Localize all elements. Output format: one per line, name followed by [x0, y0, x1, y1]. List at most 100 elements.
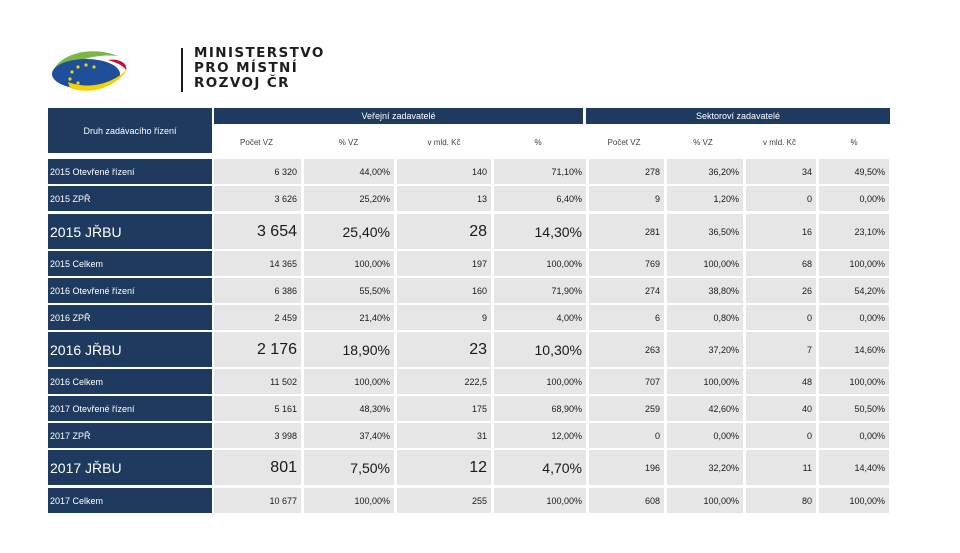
table-cell: 255 [397, 488, 491, 513]
table-cell: 0,00% [667, 423, 743, 448]
logo-star [68, 77, 72, 81]
logo-star [92, 65, 96, 69]
logo-star [76, 65, 80, 69]
table-row-label: 2017 JŘBU [48, 450, 212, 485]
table-cell: 37,40% [304, 423, 394, 448]
table-cell: 100,00% [667, 488, 743, 513]
table-cell: 3 998 [214, 423, 301, 448]
logo-blue-ellipse [52, 59, 120, 89]
table-cell: 32,20% [667, 450, 743, 485]
table-cell: 9 [589, 186, 664, 211]
table-cell: 0,00% [819, 305, 889, 330]
logo-wordmark: MINISTERSTVO PRO MÍSTNÍ ROZVOJ ČR [194, 46, 325, 91]
header-sub-sector-3: % [818, 130, 890, 154]
logo-red-swoosh [108, 59, 127, 70]
table-cell: 100,00% [494, 251, 586, 276]
table-cell: 278 [589, 159, 664, 184]
table-cell: 16 [746, 214, 816, 249]
table-cell: 31 [397, 423, 491, 448]
table-cell: 25,40% [304, 214, 394, 249]
table-cell: 23,10% [819, 214, 889, 249]
table-cell: 100,00% [304, 251, 394, 276]
table-cell: 281 [589, 214, 664, 249]
table-cell: 100,00% [304, 488, 394, 513]
table-cell: 21,40% [304, 305, 394, 330]
table-cell: 10 677 [214, 488, 301, 513]
logo-yellow-swoosh [68, 68, 128, 91]
logo-star [76, 81, 80, 85]
table-cell: 100,00% [304, 369, 394, 394]
table-row-label: 2015 JŘBU [48, 214, 212, 249]
table-cell: 48,30% [304, 396, 394, 421]
table-cell: 0 [589, 423, 664, 448]
table-cell: 23 [397, 332, 491, 367]
table-cell: 25,20% [304, 186, 394, 211]
header-sub-public-3: % [493, 130, 583, 154]
table-cell: 0,00% [819, 423, 889, 448]
table-row-label: 2016 Celkem [48, 369, 212, 394]
table-cell: 801 [214, 450, 301, 485]
table-cell: 6 320 [214, 159, 301, 184]
table-cell: 100,00% [819, 488, 889, 513]
table-cell: 196 [589, 450, 664, 485]
header-sub-public-2: v mld. Kč [398, 130, 490, 154]
table-cell: 274 [589, 278, 664, 303]
table-cell: 100,00% [494, 488, 586, 513]
table-cell: 68,90% [494, 396, 586, 421]
table-cell: 14 365 [214, 251, 301, 276]
table-cell: 14,40% [819, 450, 889, 485]
table-cell: 14,30% [494, 214, 586, 249]
table-row-label: 2015 Otevřené řízení [48, 159, 212, 184]
table-cell: 0,80% [667, 305, 743, 330]
table-cell: 71,90% [494, 278, 586, 303]
table-row-label: 2017 ZPŘ [48, 423, 212, 448]
header-group-public: Veřejní zadavatelé [214, 108, 583, 124]
table-cell: 4,00% [494, 305, 586, 330]
table-cell: 28 [397, 214, 491, 249]
table-cell: 263 [589, 332, 664, 367]
table-cell: 222,5 [397, 369, 491, 394]
logo-line-2: PRO MÍSTNÍ [194, 60, 299, 76]
ministry-logo-icon [52, 51, 128, 91]
table-cell: 140 [397, 159, 491, 184]
table-cell: 44,00% [304, 159, 394, 184]
table-cell: 0 [746, 186, 816, 211]
table-cell: 50,50% [819, 396, 889, 421]
table-cell: 769 [589, 251, 664, 276]
table-cell: 49,50% [819, 159, 889, 184]
table-cell: 160 [397, 278, 491, 303]
table-cell: 175 [397, 396, 491, 421]
table-cell: 100,00% [667, 251, 743, 276]
header-corner-label: Druh zadávacího řízení [48, 108, 212, 153]
logo-star [84, 63, 88, 67]
table-cell: 13 [397, 186, 491, 211]
header-group-sector: Sektoroví zadavatelé [586, 108, 890, 124]
table-cell: 259 [589, 396, 664, 421]
table-cell: 54,20% [819, 278, 889, 303]
header-sub-sector-0: Počet VZ [586, 130, 662, 154]
table-cell: 34 [746, 159, 816, 184]
table-cell: 9 [397, 305, 491, 330]
table-cell: 11 [746, 450, 816, 485]
logo-separator [181, 48, 183, 92]
table-cell: 100,00% [494, 369, 586, 394]
table-cell: 1,20% [667, 186, 743, 211]
logo-star [70, 70, 74, 74]
table-cell: 36,20% [667, 159, 743, 184]
table-cell: 6,40% [494, 186, 586, 211]
table-cell: 12,00% [494, 423, 586, 448]
header-sub-public-1: % VZ [302, 130, 395, 154]
table-cell: 0 [746, 423, 816, 448]
table-cell: 100,00% [819, 251, 889, 276]
table-cell: 6 386 [214, 278, 301, 303]
table-row-label: 2015 Celkem [48, 251, 212, 276]
table-cell: 26 [746, 278, 816, 303]
table-row-label: 2016 Otevřené řízení [48, 278, 212, 303]
table-cell: 71,10% [494, 159, 586, 184]
table-row-label: 2017 Celkem [48, 488, 212, 513]
table-row-label: 2016 ZPŘ [48, 305, 212, 330]
table-cell: 11 502 [214, 369, 301, 394]
table-cell: 80 [746, 488, 816, 513]
ministry-logo: MINISTERSTVO PRO MÍSTNÍ ROZVOJ ČR [48, 46, 323, 96]
table-cell: 18,90% [304, 332, 394, 367]
